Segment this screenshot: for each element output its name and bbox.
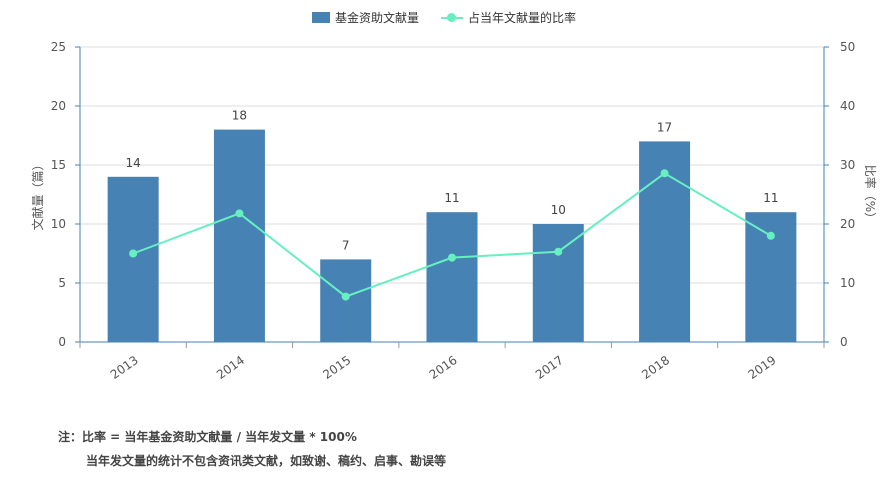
- bar: [320, 259, 372, 342]
- y-right-tick-label: 10: [840, 276, 855, 290]
- bar-data-label: 11: [763, 191, 778, 205]
- x-tick-label: 2016: [427, 353, 460, 382]
- y-tick-label: 5: [58, 276, 66, 290]
- legend-bar-swatch: [311, 12, 330, 23]
- x-tick-label: 2014: [214, 353, 247, 382]
- y-tick-label: 25: [51, 40, 66, 54]
- ratio-point: [235, 209, 244, 218]
- y-right-tick-label: 40: [840, 99, 855, 113]
- bar-data-label: 7: [342, 238, 350, 252]
- note-ratio-formula: 注：比率 = 当年基金资助文献量 / 当年发文量 * 100%: [58, 430, 357, 444]
- x-tick-label: 2019: [746, 353, 779, 382]
- y-right-tick-label: 0: [840, 335, 848, 349]
- bar-data-label: 17: [657, 120, 672, 134]
- bar-data-label: 18: [232, 109, 247, 123]
- bar: [107, 176, 159, 342]
- bar: [213, 129, 265, 342]
- legend-line-label: 占当年文献量的比率: [468, 11, 577, 25]
- chart-legend: 基金资助文献量 占当年文献量的比率: [0, 9, 888, 26]
- y-right-tick-label: 20: [840, 217, 855, 231]
- y-tick-label: 0: [58, 335, 66, 349]
- y-axis-right-title: 比率（%）: [863, 165, 878, 224]
- x-tick-label: 2017: [533, 353, 566, 382]
- legend-line-swatch: [441, 12, 463, 23]
- bar-data-label: 11: [444, 191, 459, 205]
- y-tick-label: 10: [51, 217, 66, 231]
- ratio-point: [554, 247, 563, 256]
- legend-item-bar[interactable]: 基金资助文献量: [311, 9, 419, 26]
- ratio-point: [129, 249, 138, 258]
- ratio-point: [660, 169, 669, 178]
- y-axis-title: 文献量（篇）: [30, 158, 45, 230]
- x-tick-label: 2013: [108, 353, 141, 382]
- ratio-point: [341, 292, 350, 301]
- y-tick-label: 20: [51, 99, 66, 113]
- ratio-point: [766, 231, 775, 240]
- x-tick-label: 2015: [320, 353, 353, 382]
- y-right-tick-label: 30: [840, 158, 855, 172]
- legend-bar-label: 基金资助文献量: [334, 11, 419, 25]
- legend-item-line[interactable]: 占当年文献量的比率: [441, 9, 576, 26]
- bar: [426, 212, 478, 342]
- y-tick-label: 15: [51, 158, 66, 172]
- bar-data-label: 14: [126, 156, 141, 170]
- bar: [745, 212, 797, 342]
- chart-notes: 注：比率 = 当年基金资助文献量 / 当年发文量 * 100% 当年发文量的统计…: [58, 428, 446, 476]
- bar-data-label: 10: [551, 203, 566, 217]
- x-tick-label: 2018: [639, 353, 672, 382]
- ratio-point: [448, 253, 456, 262]
- note-exclusions: 当年发文量的统计不包含资讯类文献，如致谢、稿约、启事、勘误等: [86, 454, 447, 468]
- bar: [532, 224, 584, 342]
- y-right-tick-label: 50: [840, 40, 855, 54]
